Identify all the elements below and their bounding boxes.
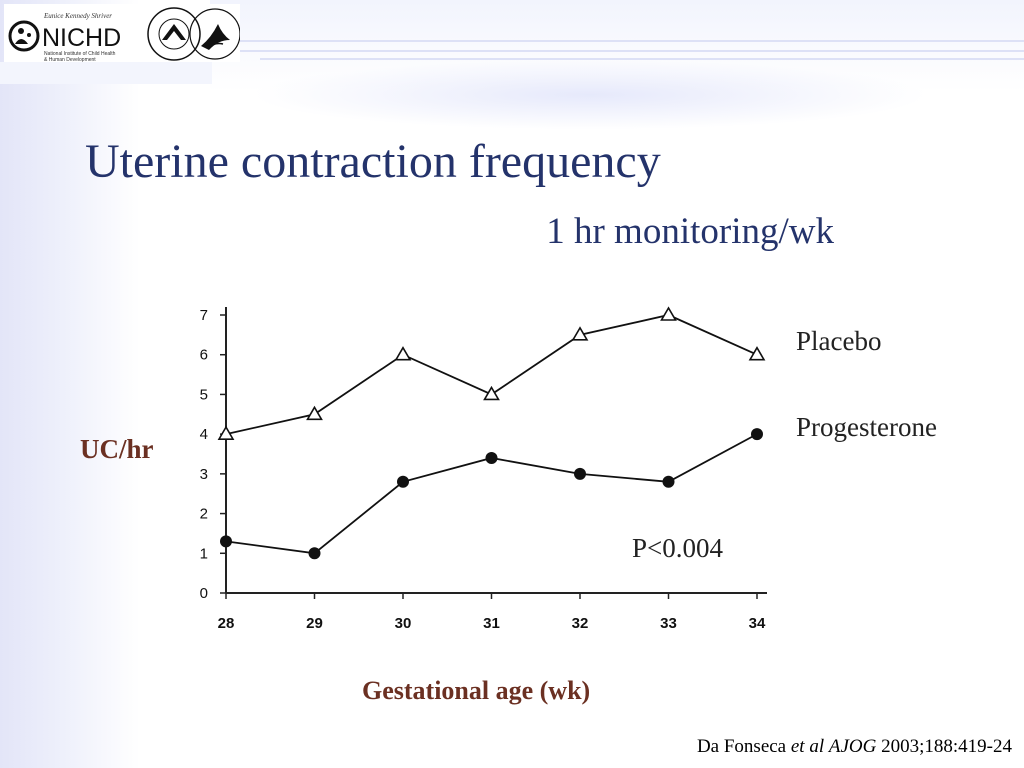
- citation: Da Fonseca et al AJOG 2003;188:419-24: [697, 736, 1012, 758]
- logo-line-2: & Human Development: [44, 57, 96, 63]
- decor-band: [260, 58, 1024, 60]
- x-tick-label: 28: [218, 615, 235, 632]
- y-tick-label: 6: [200, 347, 208, 364]
- logo-name: NICHD: [42, 24, 122, 52]
- series-line-0: [225, 314, 758, 436]
- progesterone-point: [662, 475, 675, 488]
- y-axis-label: UC/hr: [80, 434, 154, 464]
- slide-subtitle: 1 hr monitoring/wk: [546, 211, 834, 252]
- x-axis-label: Gestational age (wk): [362, 676, 591, 705]
- y-tick-label: 2: [200, 506, 208, 523]
- chart-marks: [217, 306, 766, 560]
- x-tick-label: 32: [572, 615, 589, 632]
- citation-etal: et al: [790, 736, 825, 757]
- citation-authors: Da Fonseca: [696, 736, 791, 757]
- decor-glow: [250, 60, 930, 130]
- legend-progesterone: Progesterone: [796, 412, 937, 442]
- legend-placebo: Placebo: [796, 326, 882, 356]
- progesterone-point: [751, 428, 763, 441]
- decor-band: [240, 50, 1024, 52]
- x-tick-label: 30: [395, 615, 412, 632]
- placebo-point: [394, 346, 412, 361]
- nichd-logo: Eunice Kennedy Shriver NICHD National In…: [4, 4, 241, 63]
- decor-band: [220, 40, 1024, 42]
- x-tick-label: 31: [483, 615, 500, 632]
- p-value-annotation: P<0.004: [632, 533, 723, 563]
- progesterone-point: [220, 535, 232, 548]
- placebo-point: [748, 346, 766, 361]
- y-tick-label: 3: [200, 466, 208, 483]
- logo-line-1: National Institute of Child Health: [44, 51, 116, 57]
- y-tick-label: 5: [200, 386, 208, 403]
- x-tick-label: 34: [749, 615, 766, 632]
- y-tick-label: 1: [200, 545, 208, 562]
- x-tick-label: 33: [660, 615, 677, 632]
- progesterone-point: [397, 475, 409, 488]
- placebo-point: [217, 425, 235, 440]
- progesterone-point: [485, 451, 498, 464]
- placebo-point: [571, 326, 589, 341]
- placebo-point: [483, 385, 500, 401]
- citation-journal: AJOG: [828, 736, 877, 757]
- nih-seal-icon: [147, 7, 201, 61]
- progesterone-point: [574, 467, 586, 480]
- citation-ref: 2003;188:419-24: [876, 736, 1012, 757]
- family-emblem-icon: [8, 20, 40, 52]
- logo-graphic: [8, 7, 241, 61]
- background-left-gradient: [0, 0, 140, 768]
- y-tick-label: 4: [200, 426, 208, 443]
- y-tick-label: 0: [200, 585, 208, 602]
- logo-underlay: [0, 62, 212, 84]
- x-tick-label: 29: [306, 615, 323, 632]
- placebo-point: [660, 306, 677, 321]
- y-tick-label: 7: [200, 307, 208, 324]
- progesterone-point: [308, 547, 321, 560]
- placebo-point: [306, 405, 323, 421]
- slide-title: Uterine contraction frequency: [85, 135, 661, 188]
- logo-tagline: Eunice Kennedy Shriver: [44, 12, 113, 20]
